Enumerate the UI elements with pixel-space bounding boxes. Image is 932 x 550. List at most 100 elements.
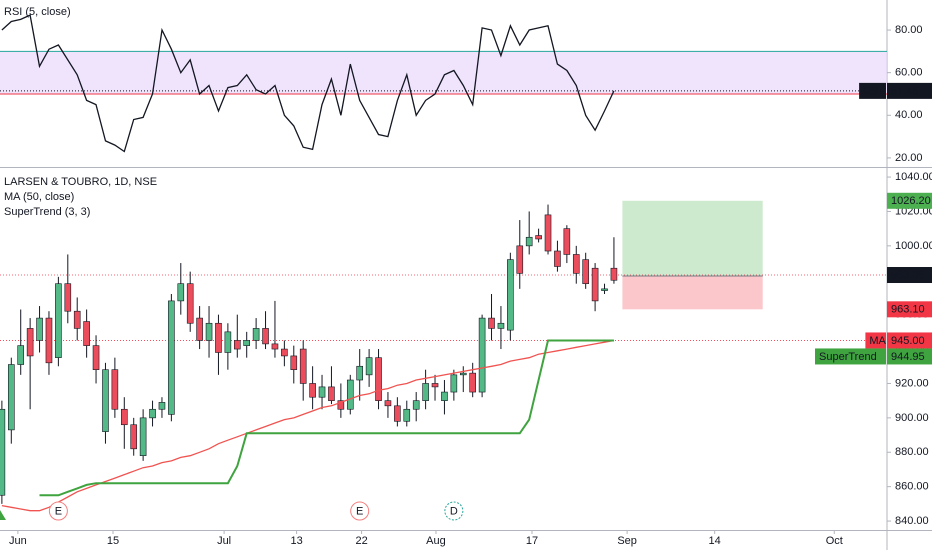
candle-body (450, 374, 458, 393)
candle-body (102, 369, 109, 432)
rsi-last-box (887, 82, 932, 99)
candle-body (92, 345, 100, 370)
candle-body (516, 245, 524, 274)
candle-body (328, 386, 335, 401)
candle-body (139, 417, 147, 456)
candle-body (384, 400, 392, 407)
candle-body (478, 317, 486, 393)
x-tick-label: 22 (355, 535, 367, 547)
price-tag-box (887, 267, 932, 284)
price-tag-label: 983.05 (891, 269, 925, 281)
price-tag-label: 944.95 (891, 351, 925, 363)
y-tick-label: 1000.00 (895, 240, 932, 252)
candle-body (111, 369, 119, 410)
candle-body (356, 365, 363, 381)
symbol-title: LARSEN & TOUBRO, 1D, NSE (4, 176, 157, 188)
candle-body (17, 345, 25, 365)
candle-body (281, 348, 288, 357)
x-tick-label: Aug (426, 535, 446, 547)
x-tick-label: 17 (526, 535, 538, 547)
candle-body (205, 322, 213, 341)
candle-body (431, 383, 439, 388)
y-tick-label: 860.00 (895, 481, 929, 493)
candle-body (196, 317, 203, 341)
candle-body (45, 317, 53, 364)
y-tick-label: 60.00 (895, 67, 923, 79)
candle-body (582, 259, 589, 284)
event-label: E (55, 505, 62, 517)
y-tick-label: 1040.00 (895, 171, 932, 183)
price-tag-box (887, 348, 932, 365)
price-tag-name-box (815, 348, 886, 365)
y-tick-label: 880.00 (895, 446, 929, 458)
candle-body (394, 405, 401, 422)
supertrend-arrow (0, 510, 6, 520)
y-tick-label: 40.00 (895, 109, 923, 121)
candle-body (149, 408, 156, 419)
x-tick-label: Oct (826, 535, 843, 547)
candle-body (572, 254, 580, 274)
x-tick-label: Jun (9, 535, 27, 547)
event-marker (48, 501, 68, 521)
event-marker (444, 501, 464, 521)
candle-body (7, 364, 15, 431)
price-tag-name: SuperTrend (819, 351, 877, 363)
candle-body (271, 343, 279, 350)
rsi-legend: RSI (5, close) (4, 6, 71, 18)
candle-body (130, 424, 138, 450)
candle-body (290, 355, 298, 370)
candle-body (535, 235, 542, 240)
candle-body (346, 379, 354, 410)
candle-body (0, 408, 6, 496)
event-label: D (450, 505, 458, 517)
price-tag-name: MA (869, 335, 886, 347)
x-tick-label: 15 (107, 535, 119, 547)
candle-body (507, 259, 514, 331)
candle-body (186, 283, 194, 324)
position-loss (622, 275, 763, 310)
candle-body (422, 383, 429, 401)
candle-body (488, 317, 495, 329)
candle-body (441, 391, 448, 401)
candle-body (497, 322, 505, 329)
series-line (1, 14, 615, 153)
event-marker (350, 501, 370, 521)
price-tag-name-box (865, 332, 886, 349)
candle-body (459, 372, 467, 376)
candle-body (591, 267, 599, 302)
candle-body (563, 228, 571, 255)
candle-body (309, 383, 316, 398)
candle-body (243, 340, 251, 346)
candle-body (299, 348, 307, 384)
candle-body (610, 267, 618, 281)
stop-box (887, 301, 932, 318)
candle-body (158, 402, 166, 410)
candle-body (83, 321, 90, 346)
candle-body (224, 331, 232, 353)
candle-body (73, 310, 81, 329)
rsi-last-label: 51.45 (891, 85, 919, 97)
candle-body (318, 386, 326, 398)
event-label: E (356, 505, 363, 517)
candle-body (26, 328, 34, 357)
rsi-last-tag: RSI (863, 85, 881, 97)
y-tick-label: 80.00 (895, 24, 923, 36)
supertrend-legend: SuperTrend (3, 3) (4, 206, 90, 218)
y-tick-label: 900.00 (895, 412, 929, 424)
stop-label: 963.10 (891, 304, 925, 316)
y-tick-label: 840.00 (895, 515, 929, 527)
target-box (887, 192, 932, 209)
x-tick-label: 13 (290, 535, 302, 547)
series-line (1, 339, 615, 512)
position-profit (622, 200, 763, 276)
candle-body (233, 340, 241, 350)
candle-body (215, 322, 222, 353)
x-tick-label: 14 (709, 535, 721, 547)
candle-body (544, 214, 552, 252)
price-tag-box (887, 332, 932, 349)
series-line (39, 339, 614, 497)
candle-body (262, 328, 269, 345)
candle-body (554, 250, 561, 267)
candle-body (252, 328, 260, 341)
